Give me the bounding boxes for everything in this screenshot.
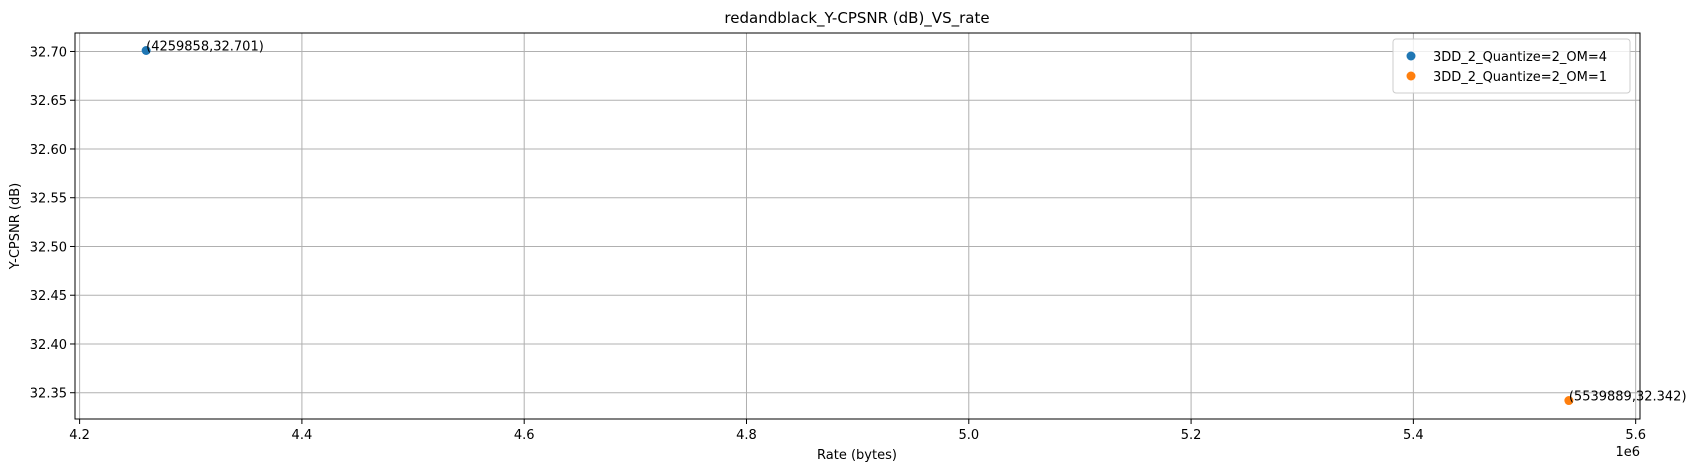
x-tick-label: 4.6 — [514, 428, 535, 443]
x-tick-label: 4.4 — [292, 428, 313, 443]
x-tick-label: 5.6 — [1625, 428, 1646, 443]
data-point — [1564, 396, 1574, 406]
x-axis-label: Rate (bytes) — [817, 448, 897, 463]
y-tick-label: 32.50 — [30, 240, 67, 255]
y-tick-label: 32.65 — [30, 94, 67, 109]
legend-label: 3DD_2_Quantize=2_OM=4 — [1433, 50, 1607, 65]
y-axis-label: Y-CPSNR (dB) — [8, 183, 23, 270]
y-tick-label: 32.35 — [30, 387, 67, 402]
y-tick-label: 32.45 — [30, 289, 67, 304]
y-tick-label: 32.60 — [30, 143, 67, 158]
legend-marker — [1406, 51, 1416, 61]
legend-box — [1392, 38, 1631, 94]
y-tick-label: 32.40 — [30, 338, 67, 353]
legend-label: 3DD_2_Quantize=2_OM=1 — [1433, 70, 1607, 85]
x-tick-label: 5.2 — [1181, 428, 1202, 443]
x-tick-label: 5.0 — [958, 428, 979, 443]
data-label: (5539889,32.342) — [1569, 390, 1687, 405]
x-tick-label: 4.8 — [736, 428, 757, 443]
x-offset-label: 1e6 — [1615, 445, 1640, 460]
chart-title: redandblack_Y-CPSNR (dB)_VS_rate — [724, 9, 989, 28]
legend-marker — [1406, 71, 1416, 81]
plot-frame — [74, 32, 1641, 420]
y-tick-label: 32.55 — [30, 192, 67, 207]
data-label: (4259858,32.701) — [146, 40, 264, 55]
data-point — [141, 46, 151, 56]
x-tick-label: 5.4 — [1403, 428, 1424, 443]
x-tick-label: 4.2 — [69, 428, 90, 443]
y-tick-label: 32.70 — [30, 45, 67, 60]
